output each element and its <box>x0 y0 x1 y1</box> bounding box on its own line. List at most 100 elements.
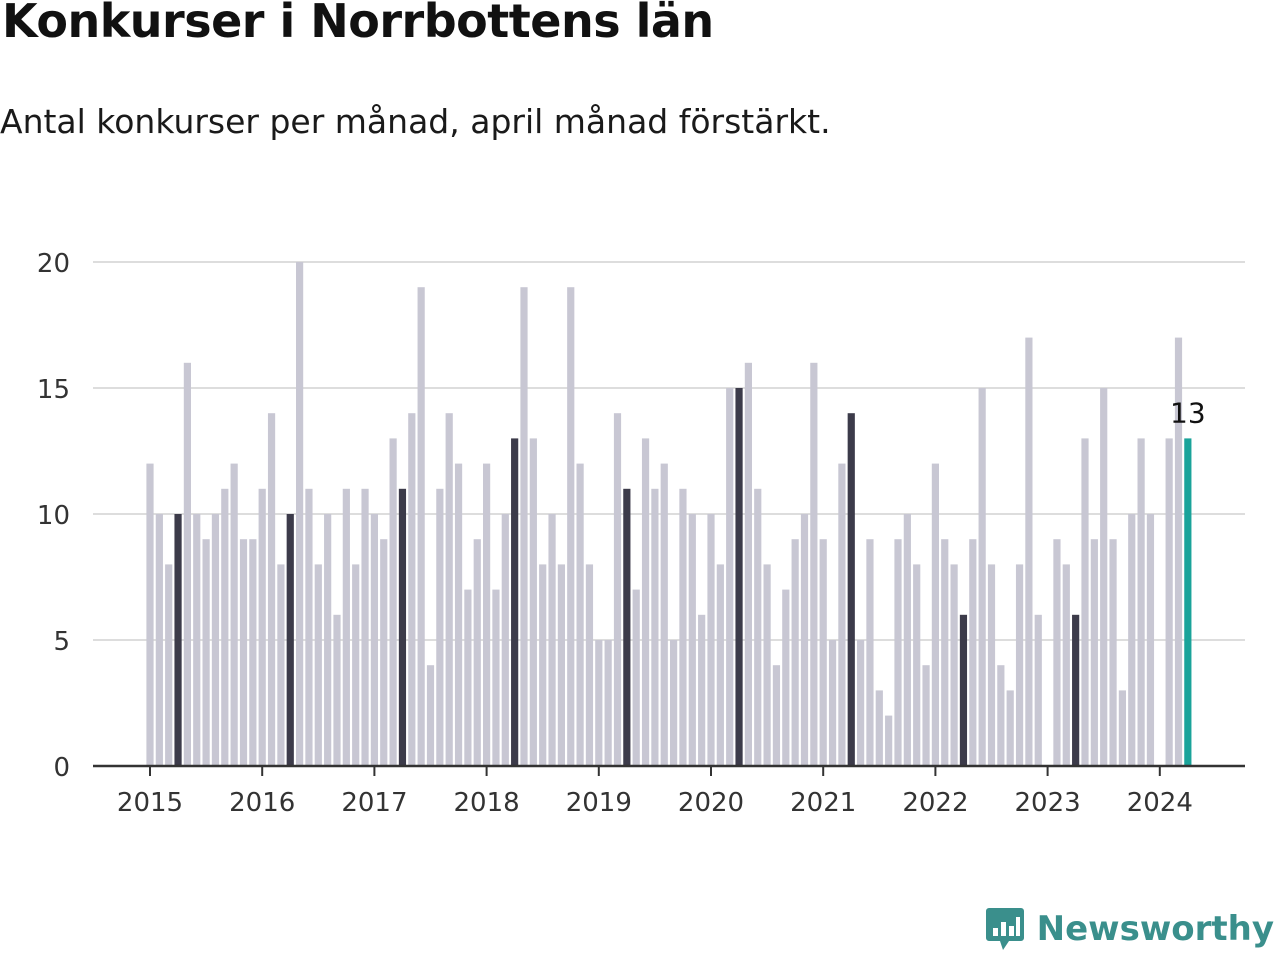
bar <box>464 589 472 766</box>
bar-chart: 0 5 10 15 20 2015 2016 2017 2018 2019 2020 2021 202… <box>37 249 1245 818</box>
bar-april <box>511 438 519 766</box>
bar <box>885 715 893 766</box>
x-tick-label: 2024 <box>1127 788 1193 818</box>
bar <box>913 564 921 766</box>
y-tick-label: 5 <box>53 627 70 657</box>
bar <box>903 514 911 766</box>
bar <box>997 665 1005 766</box>
bar <box>866 539 874 766</box>
bar <box>183 362 191 766</box>
bar <box>426 665 435 766</box>
bar <box>604 640 612 766</box>
bar <box>539 564 547 766</box>
bar <box>763 564 771 766</box>
bar <box>716 564 724 766</box>
x-tick-label: 2015 <box>117 788 183 818</box>
bar <box>1090 539 1098 766</box>
bar <box>660 463 668 766</box>
bar <box>1025 337 1033 766</box>
bar <box>277 564 285 766</box>
bar <box>641 438 650 766</box>
bar <box>1174 337 1183 766</box>
x-tick-label: 2023 <box>1015 788 1081 818</box>
bar <box>211 514 220 766</box>
bar <box>389 438 397 766</box>
bar <box>1128 514 1136 766</box>
bar <box>1100 388 1108 766</box>
bar <box>698 614 706 766</box>
bar <box>857 640 865 766</box>
bar <box>221 488 229 766</box>
bar <box>632 589 640 766</box>
bar <box>501 514 509 766</box>
bar <box>978 388 986 766</box>
bar <box>165 564 173 766</box>
bar <box>249 539 257 766</box>
bar <box>361 488 369 766</box>
bar-latest <box>1184 438 1192 766</box>
bar <box>436 488 444 766</box>
bar <box>1062 564 1070 766</box>
latest-value-label: 13 <box>1170 396 1206 429</box>
x-tick-label: 2021 <box>790 788 856 818</box>
bar <box>380 539 388 766</box>
bar <box>1118 690 1126 766</box>
bar <box>950 564 958 766</box>
bar <box>1015 564 1024 766</box>
bar-april <box>623 488 631 766</box>
bar <box>800 514 809 766</box>
bar <box>492 589 500 766</box>
bar <box>613 413 622 766</box>
bar-april <box>847 413 855 766</box>
bar <box>146 463 154 766</box>
chart-subtitle: Antal konkurser per månad, april månad f… <box>0 102 831 141</box>
bar <box>305 488 313 766</box>
bar <box>1165 438 1173 766</box>
bar-april <box>174 514 182 766</box>
bar <box>1034 614 1042 766</box>
x-tick-label: 2020 <box>678 788 744 818</box>
bar <box>585 564 594 766</box>
bar <box>202 539 210 766</box>
newsworthy-brand: Newsworthy <box>985 906 1274 952</box>
bar-april <box>286 514 294 766</box>
bar <box>239 539 248 766</box>
bar <box>352 564 360 766</box>
bar <box>296 262 304 766</box>
bar <box>155 514 163 766</box>
x-tick-label: 2018 <box>454 788 520 818</box>
bar <box>258 488 266 766</box>
bar <box>529 438 537 766</box>
bar <box>754 488 762 766</box>
y-tick-label: 10 <box>37 501 70 531</box>
bar <box>670 640 678 766</box>
bar <box>324 514 332 766</box>
x-tick-label: 2019 <box>566 788 632 818</box>
bar <box>744 362 752 766</box>
bar <box>772 665 781 766</box>
bar <box>230 463 238 766</box>
bar <box>922 665 930 766</box>
bar <box>417 287 425 766</box>
bar <box>894 539 902 766</box>
y-tick-label: 15 <box>37 375 70 405</box>
bar <box>782 589 790 766</box>
bar-april <box>1072 614 1080 766</box>
bar <box>838 463 846 766</box>
y-tick-label: 20 <box>37 249 70 279</box>
bar <box>193 514 201 766</box>
y-axis-tick-labels: 0 5 10 15 20 <box>37 249 70 783</box>
bar <box>520 287 528 766</box>
bar <box>875 690 883 766</box>
x-tick-label: 2016 <box>229 788 295 818</box>
bar <box>726 388 734 766</box>
bar <box>408 413 416 766</box>
grid-lines <box>93 261 1245 641</box>
bar <box>314 564 322 766</box>
bar <box>333 614 341 766</box>
bar <box>483 463 491 766</box>
bar <box>987 564 996 766</box>
bar <box>810 362 818 766</box>
bar <box>267 413 276 766</box>
bar <box>567 287 575 766</box>
